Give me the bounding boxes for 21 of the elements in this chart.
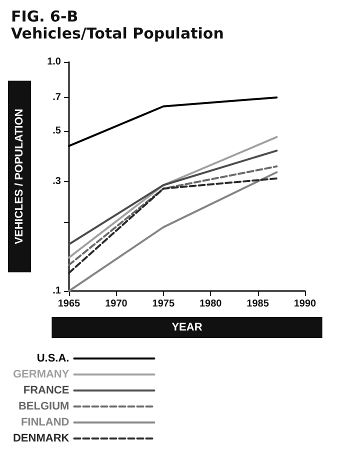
x-tick-label: 1975 bbox=[152, 298, 175, 310]
chart-title: FIG. 6-B bbox=[11, 8, 78, 26]
y-tick-label: .3 bbox=[52, 176, 62, 188]
text: FINLAND bbox=[20, 416, 70, 428]
y-tick-label: .1 bbox=[52, 286, 62, 296]
y-tick-label: .7 bbox=[52, 92, 62, 103]
text: GERMANY bbox=[12, 368, 70, 380]
x-tick-label: 1990 bbox=[294, 298, 317, 310]
y-tick-label: 1.0 bbox=[47, 56, 62, 68]
text: FRANCE bbox=[23, 384, 70, 396]
x-tick-label: 1970 bbox=[105, 298, 128, 310]
x-axis-title: YEAR bbox=[172, 322, 202, 334]
x-tick-label: 1985 bbox=[246, 298, 270, 310]
x-tick-label: 1980 bbox=[199, 298, 222, 310]
text: BELGIUM bbox=[18, 400, 70, 412]
y-tick-label: .5 bbox=[52, 125, 62, 136]
x-tick-label: 1965 bbox=[58, 298, 81, 310]
text: U.S.A. bbox=[36, 352, 70, 364]
chart-subtitle: Vehicles/Total Population bbox=[11, 24, 224, 42]
y-axis-title: VEHICLES / POPULATION bbox=[14, 108, 26, 244]
text: DENMARK bbox=[12, 432, 70, 444]
